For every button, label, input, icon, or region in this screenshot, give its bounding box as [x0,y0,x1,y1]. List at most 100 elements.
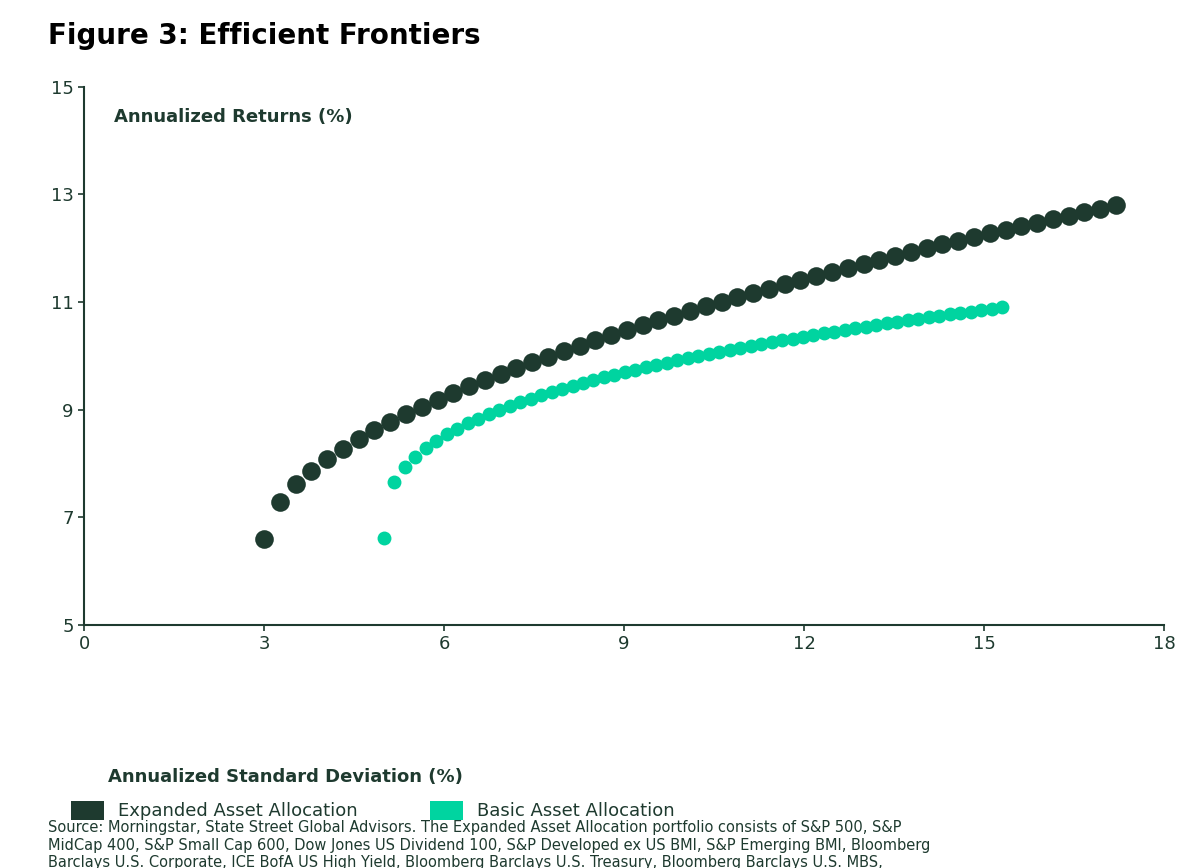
Point [665,309,684,323]
Point [444,386,463,400]
Point [469,411,488,425]
Point [437,427,456,441]
Point [760,282,779,296]
Point [1027,215,1046,229]
Point [744,286,763,300]
Point [491,367,510,381]
Point [950,306,970,320]
Point [552,382,571,396]
Point [584,373,604,387]
Point [532,388,551,402]
Point [709,345,728,358]
Point [712,295,731,309]
Point [385,476,404,490]
Point [992,300,1012,314]
Point [680,304,700,318]
Point [791,273,810,287]
Point [870,253,889,266]
Point [667,353,686,367]
Point [625,363,644,377]
Point [634,319,653,332]
Point [412,400,431,414]
Point [428,393,448,407]
Point [815,326,834,340]
Point [616,365,635,379]
Text: Figure 3: Efficient Frontiers: Figure 3: Efficient Frontiers [48,22,481,49]
Point [838,261,857,275]
Point [554,344,574,358]
Point [720,343,739,357]
Point [846,321,865,335]
Point [334,442,353,456]
Point [919,311,938,325]
Point [574,376,593,390]
Point [523,355,542,369]
Point [1091,201,1110,215]
Point [1012,220,1031,233]
Point [835,323,854,337]
Point [479,407,498,421]
Point [886,249,905,263]
Point [782,332,802,345]
Point [365,424,384,437]
Point [406,450,425,464]
Point [427,434,446,448]
Point [822,265,841,279]
Point [460,379,479,393]
Point [980,227,1000,240]
Point [696,299,715,313]
Point [617,323,636,337]
Point [395,460,414,474]
Point [542,385,562,398]
Point [854,257,874,271]
Point [1106,198,1126,212]
Point [570,339,589,352]
Point [594,371,613,385]
Point [601,328,620,342]
Point [901,245,920,259]
Point [270,495,289,509]
Point [563,378,582,392]
Point [416,441,436,455]
Point [649,313,668,327]
Point [678,352,697,365]
Point [458,417,478,431]
Point [500,399,520,413]
Point [506,361,526,375]
Point [700,347,719,361]
Point [689,349,708,363]
Point [636,360,655,374]
Point [932,238,952,252]
Point [742,339,761,353]
Point [475,373,494,387]
Point [806,269,826,283]
Point [1075,205,1094,219]
Point [731,341,750,355]
Point [961,305,980,319]
Point [286,477,305,491]
Point [349,432,368,446]
Point [254,532,274,546]
Point [647,358,666,372]
Point [775,278,794,292]
Point [751,337,770,351]
Point [396,407,415,421]
Point [793,330,812,344]
Point [773,333,792,347]
Text: Annualized Returns (%): Annualized Returns (%) [114,108,353,127]
Point [380,415,400,429]
Point [658,356,677,370]
Point [888,315,907,329]
Point [965,230,984,244]
Point [448,422,467,436]
Point [996,223,1015,237]
Point [1043,212,1062,226]
Point [972,303,991,317]
Point [908,312,928,326]
Point [510,395,529,409]
Text: Source: Morningstar, State Street Global Advisors. The Expanded Asset Allocation: Source: Morningstar, State Street Global… [48,820,936,868]
Point [762,335,781,349]
Point [804,328,823,342]
Point [374,531,394,545]
Point [521,391,540,405]
